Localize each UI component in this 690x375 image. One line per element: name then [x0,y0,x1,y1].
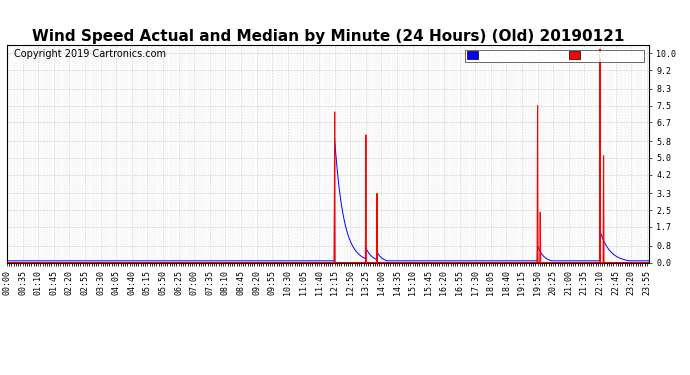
Text: Copyright 2019 Cartronics.com: Copyright 2019 Cartronics.com [14,49,166,59]
Legend: Median (mph), Wind (mph): Median (mph), Wind (mph) [465,50,644,62]
Title: Wind Speed Actual and Median by Minute (24 Hours) (Old) 20190121: Wind Speed Actual and Median by Minute (… [32,29,624,44]
